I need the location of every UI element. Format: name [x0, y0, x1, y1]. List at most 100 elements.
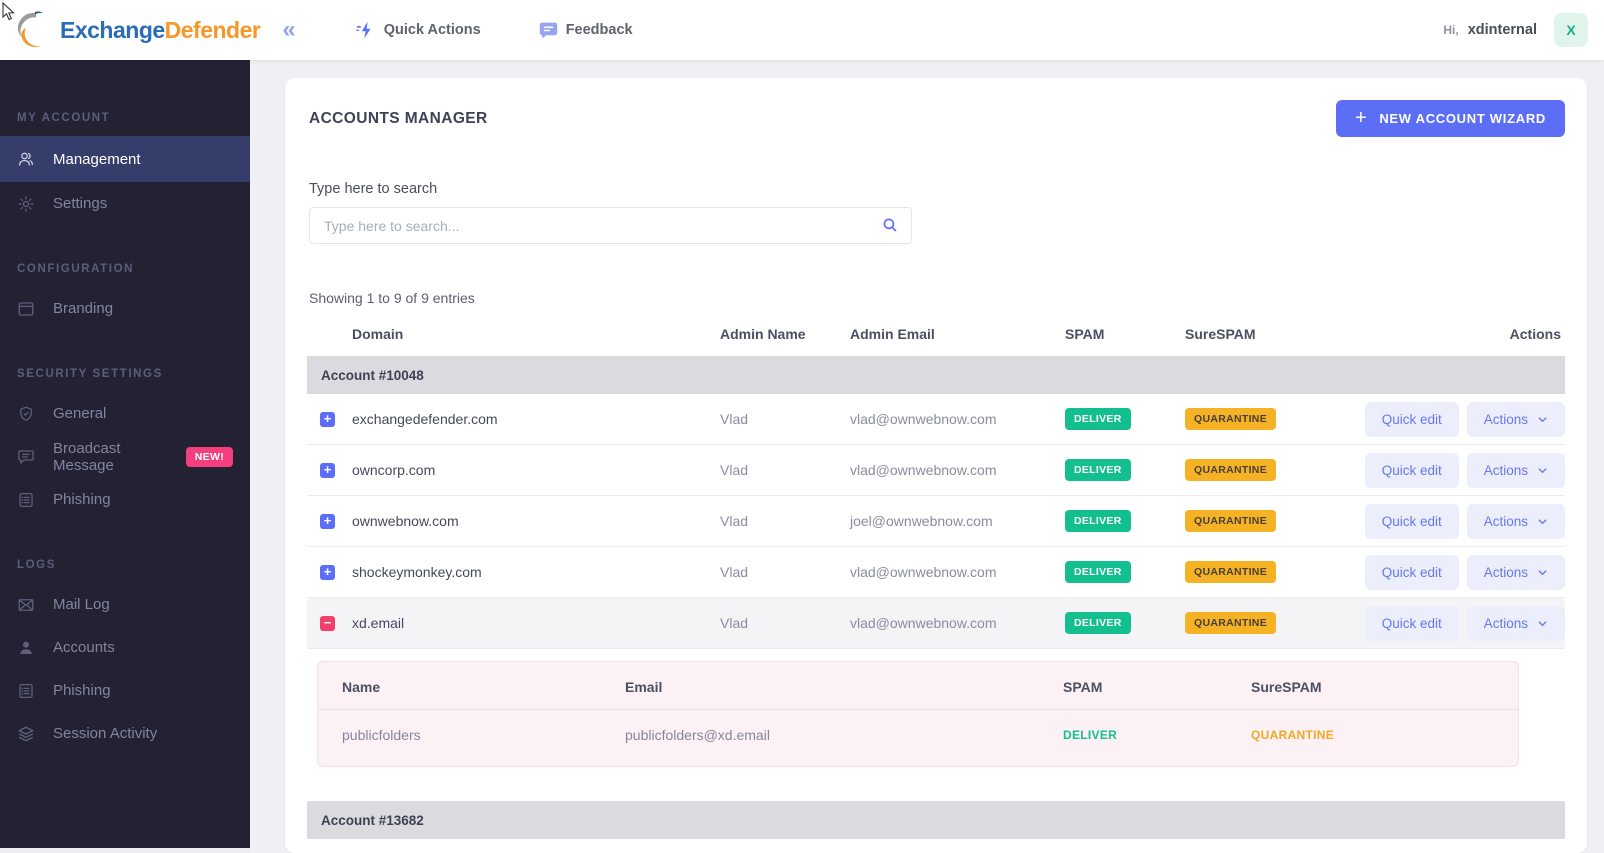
sidebar-item-label: Management [53, 151, 141, 168]
surespam-status-badge: QUARANTINE [1185, 510, 1276, 532]
table-header-row: Domain Admin Name Admin Email SPAM SureS… [307, 312, 1565, 356]
brand-name: ExchangeDefender [60, 17, 260, 44]
chevron-down-icon [1537, 618, 1548, 629]
sidebar-item-management[interactable]: Management [0, 136, 250, 182]
bottom-scrollbar-track [0, 848, 250, 853]
sidebar-item-settings[interactable]: Settings [0, 182, 250, 225]
expand-row-button[interactable]: + [320, 463, 335, 478]
plus-icon: + [1355, 108, 1367, 128]
sidebar-item-phishing-settings[interactable]: Phishing [0, 478, 250, 521]
feedback-label: Feedback [566, 22, 633, 38]
new-account-wizard-button[interactable]: + NEW ACCOUNT WIZARD [1336, 100, 1565, 137]
column-header-domain: Domain [352, 326, 720, 342]
column-header-admin-email: Admin Email [850, 326, 1065, 342]
spam-status-badge: DELIVER [1065, 510, 1131, 532]
sidebar-item-general[interactable]: General [0, 392, 250, 435]
subtable-column-name: Name [342, 679, 625, 695]
subtable-column-email: Email [625, 679, 1063, 695]
actions-dropdown-button[interactable]: Actions [1467, 504, 1565, 539]
expanded-mailboxes-subtable: Name Email SPAM SureSPAM publicfolders p… [317, 661, 1519, 767]
table-row: + owncorp.com Vlad vlad@ownwebnow.com DE… [307, 445, 1565, 496]
sidebar-item-label: Session Activity [53, 725, 157, 742]
quick-edit-button[interactable]: Quick edit [1365, 555, 1459, 590]
quick-edit-button[interactable]: Quick edit [1365, 606, 1459, 641]
chevron-down-icon [1537, 414, 1548, 425]
avatar[interactable]: X [1554, 13, 1588, 47]
mailbox-name-cell: publicfolders [342, 727, 625, 743]
surespam-status-badge: QUARANTINE [1185, 408, 1276, 430]
sidebar-item-label: Accounts [53, 639, 115, 656]
search-field-wrap [309, 207, 912, 244]
sidebar-item-branding[interactable]: Branding [0, 287, 250, 330]
expand-row-button[interactable]: + [320, 565, 335, 580]
lightning-bolt-icon [356, 20, 376, 40]
sidebar-section-logs: LOGS Mail Log Accounts Phishing [0, 559, 250, 755]
admin-email-cell: vlad@ownwebnow.com [850, 615, 1065, 631]
domain-cell: owncorp.com [352, 462, 720, 478]
subtable-column-spam: SPAM [1063, 679, 1251, 695]
admin-name-cell: Vlad [720, 615, 850, 631]
column-header-surespam: SureSPAM [1185, 326, 1345, 342]
sidebar-item-phishing-logs[interactable]: Phishing [0, 669, 250, 712]
list-icon [17, 682, 35, 700]
quick-edit-button[interactable]: Quick edit [1365, 453, 1459, 488]
quick-edit-button[interactable]: Quick edit [1365, 504, 1459, 539]
sidebar-item-label: Mail Log [53, 596, 110, 613]
sidebar-item-accounts[interactable]: Accounts [0, 626, 250, 669]
sidebar-item-session-activity[interactable]: Session Activity [0, 712, 250, 755]
surespam-status-badge: QUARANTINE [1185, 612, 1276, 634]
sidebar-section-security-settings: SECURITY SETTINGS General Broadcast Mess… [0, 368, 250, 521]
search-icon[interactable] [881, 216, 899, 234]
top-nav: Quick Actions Feedback [356, 20, 633, 40]
admin-email-cell: vlad@ownwebnow.com [850, 411, 1065, 427]
sidebar-item-mail-log[interactable]: Mail Log [0, 583, 250, 626]
mailbox-spam-status: DELIVER [1063, 728, 1251, 742]
actions-dropdown-button[interactable]: Actions [1467, 606, 1565, 641]
mailbox-email-cell: publicfolders@xd.email [625, 727, 1063, 743]
expand-row-button[interactable]: + [320, 514, 335, 529]
table-row: + ownwebnow.com Vlad joel@ownwebnow.com … [307, 496, 1565, 547]
sidebar-item-broadcast-message[interactable]: Broadcast Message NEW! [0, 435, 250, 478]
quick-actions-label: Quick Actions [384, 22, 481, 38]
chevron-down-icon [1537, 516, 1548, 527]
actions-dropdown-button[interactable]: Actions [1467, 453, 1565, 488]
accounts-manager-card: ACCOUNTS MANAGER + NEW ACCOUNT WIZARD Ty… [285, 78, 1587, 853]
surespam-status-badge: QUARANTINE [1185, 459, 1276, 481]
feedback-button[interactable]: Feedback [539, 20, 633, 40]
chat-icon [17, 448, 35, 466]
layers-icon [17, 725, 35, 743]
envelope-icon [17, 596, 35, 614]
section-label-security-settings: SECURITY SETTINGS [0, 368, 250, 380]
shield-icon [17, 405, 35, 423]
sidebar-collapse-button[interactable]: « [282, 18, 295, 42]
section-label-my-account: MY ACCOUNT [0, 112, 250, 124]
page-title: ACCOUNTS MANAGER [307, 100, 488, 128]
sidebar-item-label: Broadcast Message [53, 440, 162, 474]
domain-cell: exchangedefender.com [352, 411, 720, 427]
admin-email-cell: vlad@ownwebnow.com [850, 462, 1065, 478]
collapse-row-button[interactable]: − [320, 616, 335, 631]
spam-status-badge: DELIVER [1065, 459, 1131, 481]
username-text: xdinternal [1468, 22, 1537, 38]
table-row: + shockeymonkey.com Vlad vlad@ownwebnow.… [307, 547, 1565, 598]
search-input[interactable] [309, 207, 912, 244]
sidebar-section-configuration: CONFIGURATION Branding [0, 263, 250, 330]
mailbox-surespam-status: QUARANTINE [1251, 728, 1494, 742]
section-label-logs: LOGS [0, 559, 250, 571]
expand-row-button[interactable]: + [320, 412, 335, 427]
users-icon [17, 150, 35, 168]
domain-cell: xd.email [352, 615, 720, 631]
brand-logo[interactable]: ExchangeDefender [14, 9, 260, 51]
sidebar-item-label: Phishing [53, 682, 111, 699]
quick-edit-button[interactable]: Quick edit [1365, 402, 1459, 437]
spam-status-badge: DELIVER [1065, 561, 1131, 583]
actions-dropdown-button[interactable]: Actions [1467, 555, 1565, 590]
user-area: Hi, xdinternal X [1443, 13, 1588, 47]
quick-actions-button[interactable]: Quick Actions [356, 20, 481, 40]
feedback-chat-icon [539, 21, 558, 40]
actions-dropdown-button[interactable]: Actions [1467, 402, 1565, 437]
chevron-down-icon [1537, 567, 1548, 578]
admin-name-cell: Vlad [720, 462, 850, 478]
admin-name-cell: Vlad [720, 411, 850, 427]
sidebar-item-label: Phishing [53, 491, 111, 508]
